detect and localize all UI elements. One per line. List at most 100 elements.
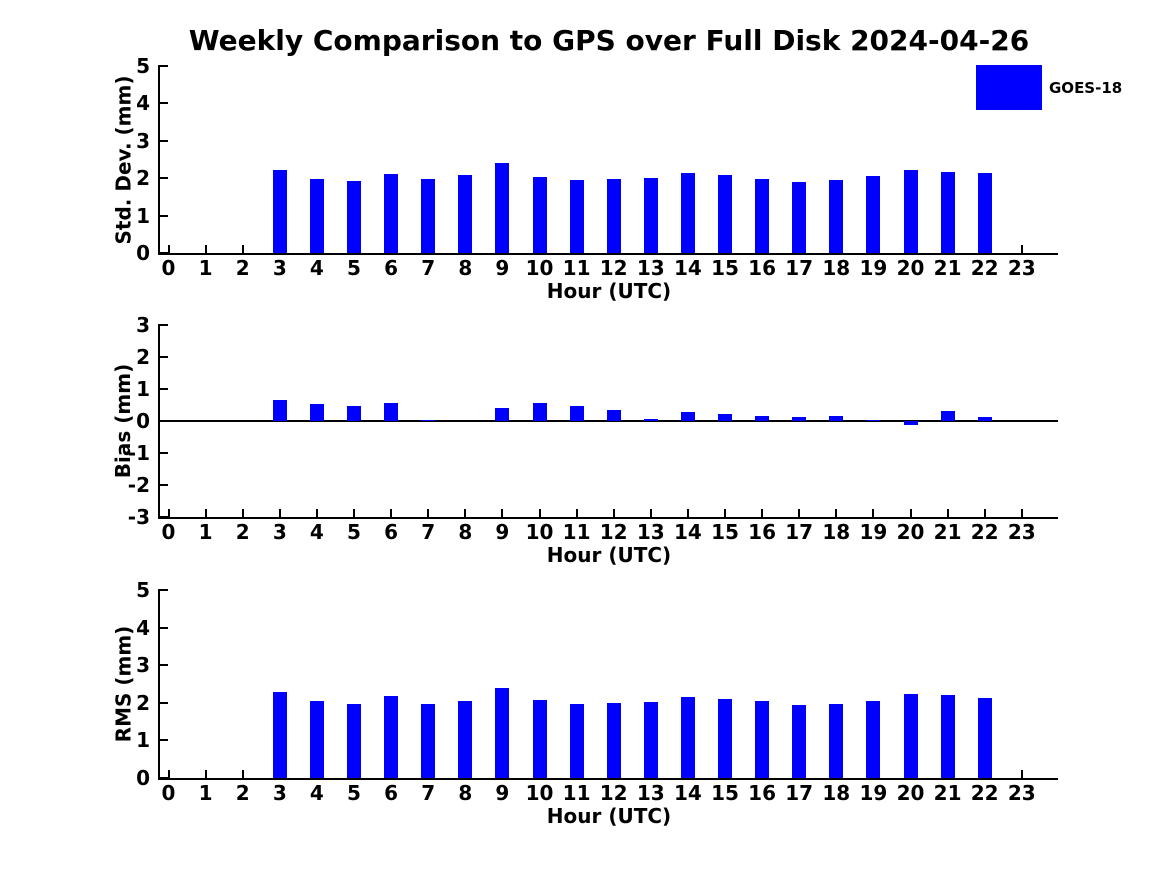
y-tick <box>160 739 168 742</box>
y-axis-label: RMS (mm) <box>111 625 136 743</box>
bar-hour-16 <box>755 416 770 421</box>
x-tick-label: 12 <box>599 256 628 280</box>
x-tick-label: 9 <box>495 256 510 280</box>
x-tick-label: 17 <box>785 520 814 544</box>
x-tick-label: 16 <box>748 781 777 805</box>
bar-hour-5 <box>347 180 361 253</box>
y-tick-label: 2 <box>136 345 150 369</box>
x-tick <box>612 509 615 517</box>
x-tick-label: 9 <box>495 520 510 544</box>
bar-hour-17 <box>792 181 807 253</box>
bar-hour-22 <box>977 697 992 778</box>
y-tick <box>160 324 168 326</box>
zero-line <box>160 420 1058 422</box>
x-tick-label: 19 <box>859 781 888 805</box>
bar-hour-7 <box>421 703 436 778</box>
x-tick-label: 9 <box>495 781 510 805</box>
x-tick-label: 20 <box>896 781 925 805</box>
x-tick-label: 4 <box>309 781 324 805</box>
x-tick <box>946 509 949 517</box>
x-tick-label: 7 <box>421 520 436 544</box>
y-tick <box>160 777 168 779</box>
x-tick <box>686 509 689 517</box>
bar-hour-9 <box>495 163 510 253</box>
x-tick-label: 18 <box>822 781 851 805</box>
bar-hour-6 <box>384 696 399 778</box>
bar-hour-3 <box>272 400 287 421</box>
x-tick-label: 13 <box>636 781 665 805</box>
y-tick-label: -2 <box>127 473 150 497</box>
x-tick-label: 19 <box>859 256 888 280</box>
y-tick-label: 2 <box>136 690 150 715</box>
x-tick-label: 6 <box>384 520 399 544</box>
x-tick <box>835 509 838 517</box>
bar-hour-20 <box>903 169 918 253</box>
bar-hour-22 <box>977 417 992 421</box>
bar-hour-12 <box>606 410 621 421</box>
x-tick-label: 12 <box>599 781 628 805</box>
x-tick <box>278 509 281 517</box>
y-tick <box>160 516 168 518</box>
x-tick-label: 1 <box>198 520 213 544</box>
x-tick <box>501 509 504 517</box>
y-tick-label: 3 <box>136 128 150 153</box>
bar-hour-5 <box>347 405 361 421</box>
y-tick <box>160 139 168 142</box>
x-tick <box>204 770 207 778</box>
x-tick-label: 21 <box>933 781 962 805</box>
y-tick <box>160 214 168 217</box>
x-tick-label: 10 <box>525 520 554 544</box>
bar-hour-7 <box>421 178 436 253</box>
bar-hour-19 <box>866 175 881 253</box>
y-axis-spine <box>158 589 160 780</box>
x-tick <box>798 509 801 517</box>
bar-hour-11 <box>569 703 584 778</box>
x-tick-label: 4 <box>309 520 324 544</box>
x-tick-label: 7 <box>421 781 436 805</box>
y-tick-label: 4 <box>136 91 150 116</box>
bar-hour-14 <box>680 412 695 421</box>
x-tick-label: 8 <box>458 256 473 280</box>
bar-hour-15 <box>718 174 732 253</box>
x-tick <box>724 509 726 517</box>
bar-hour-22 <box>977 173 992 253</box>
x-axis-label: Hour (UTC) <box>546 543 672 567</box>
y-tick <box>160 252 168 254</box>
y-tick-label: 3 <box>136 653 150 678</box>
x-axis-spine <box>158 778 1058 780</box>
x-tick-label: 16 <box>748 256 777 280</box>
y-tick <box>160 420 168 422</box>
y-tick <box>160 388 168 390</box>
x-tick <box>427 509 430 517</box>
bar-hour-10 <box>532 700 547 778</box>
bar-hour-12 <box>606 178 621 253</box>
y-tick-label: 2 <box>136 166 150 191</box>
bar-hour-21 <box>940 171 955 253</box>
x-tick <box>909 509 912 517</box>
x-tick <box>241 770 244 778</box>
x-tick <box>983 509 986 517</box>
x-tick <box>204 245 207 253</box>
x-tick <box>649 509 652 517</box>
y-tick <box>160 484 168 486</box>
x-tick-label: 5 <box>347 256 361 280</box>
x-tick-label: 22 <box>970 781 999 805</box>
bar-hour-4 <box>309 178 324 253</box>
bar-hour-11 <box>569 406 584 421</box>
bar-hour-13 <box>643 419 658 421</box>
subplot-bias: Bias (mm) Hour (UTC) -3 -2 -1 0 1 2 3 0 1 2 3 4 5 6 7 8… <box>111 314 1058 567</box>
bar-hour-10 <box>532 403 547 421</box>
bar-hour-8 <box>458 175 473 253</box>
x-tick-label: 3 <box>272 256 287 280</box>
x-tick-label: 19 <box>859 520 888 544</box>
x-tick-label: 23 <box>1007 781 1036 805</box>
x-tick-label: 4 <box>309 256 324 280</box>
y-axis-spine <box>158 65 160 255</box>
bar-hour-6 <box>384 403 399 421</box>
x-tick-label: 7 <box>421 256 436 280</box>
y-tick-label: 3 <box>136 313 150 337</box>
bar-hour-18 <box>829 704 844 778</box>
bar-hour-3 <box>272 692 287 778</box>
x-tick-label: 23 <box>1007 256 1036 280</box>
